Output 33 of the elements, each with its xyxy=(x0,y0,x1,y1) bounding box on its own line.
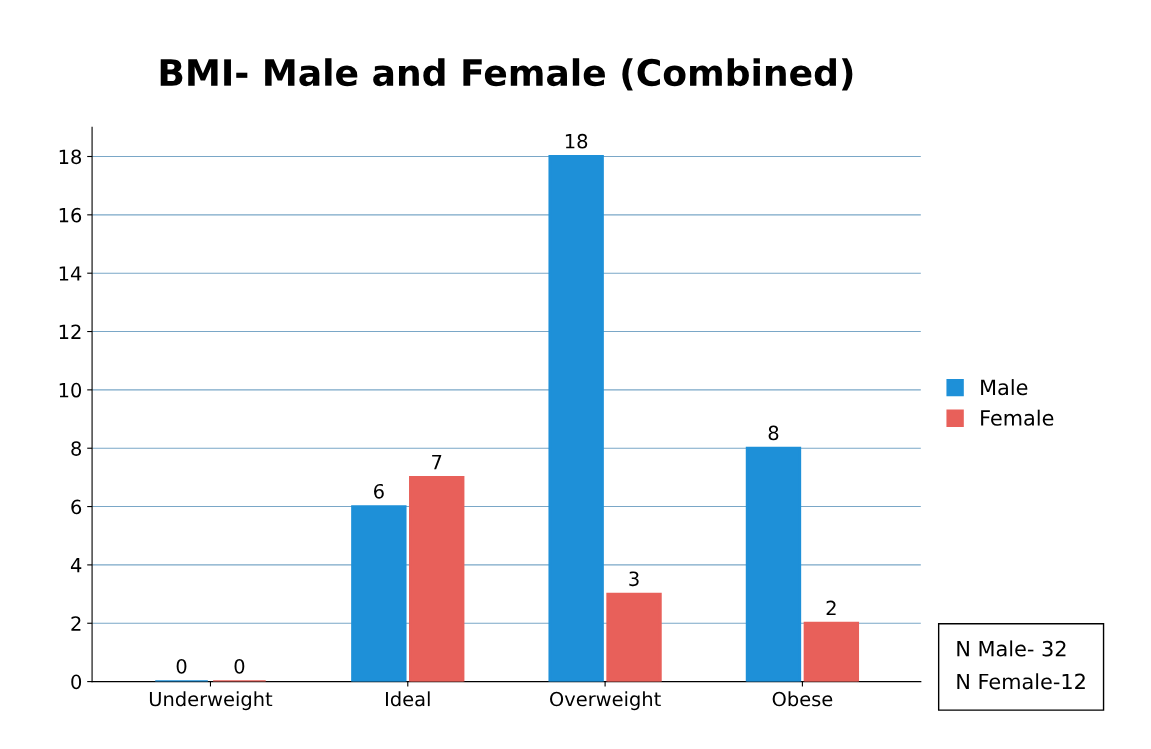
data-label: 8 xyxy=(768,425,779,441)
text: N Male- 32 xyxy=(957,640,1066,657)
data-label: 0 xyxy=(234,658,245,674)
bar xyxy=(409,476,465,682)
y-tick-label: 18 xyxy=(59,149,82,165)
bar xyxy=(351,505,407,682)
bar xyxy=(803,621,860,682)
y-tick-label: 8 xyxy=(71,441,82,456)
y-tick-label: 4 xyxy=(70,558,82,573)
text: N Female-12 xyxy=(957,673,1085,690)
y-tick-label: 16 xyxy=(59,207,82,223)
data-label: 18 xyxy=(565,133,588,149)
y-tick-label: 6 xyxy=(71,499,82,515)
legend-label: Male xyxy=(981,379,1028,396)
y-tick-label: 12 xyxy=(59,324,81,339)
y-tick-label: 2 xyxy=(71,616,81,631)
chart-title: BMI- Male and Female (Combined) xyxy=(160,58,853,91)
bar xyxy=(606,592,662,682)
x-tick-label: Underweight xyxy=(149,691,273,711)
legend-label: Female xyxy=(981,409,1054,426)
bar xyxy=(548,155,604,682)
y-tick-label: 0 xyxy=(71,674,82,690)
data-label: 0 xyxy=(176,658,187,674)
bar xyxy=(745,446,802,682)
data-label: 2 xyxy=(826,600,836,616)
x-tick-label: Overweight xyxy=(550,691,661,711)
x-tick-label: Obese xyxy=(772,691,833,707)
x-tick-label: Ideal xyxy=(386,691,430,707)
data-label: 6 xyxy=(374,483,384,499)
data-label: 7 xyxy=(432,455,442,470)
y-tick-label: 14 xyxy=(59,266,82,281)
data-label: 3 xyxy=(629,571,639,587)
y-tick-label: 10 xyxy=(59,382,82,398)
